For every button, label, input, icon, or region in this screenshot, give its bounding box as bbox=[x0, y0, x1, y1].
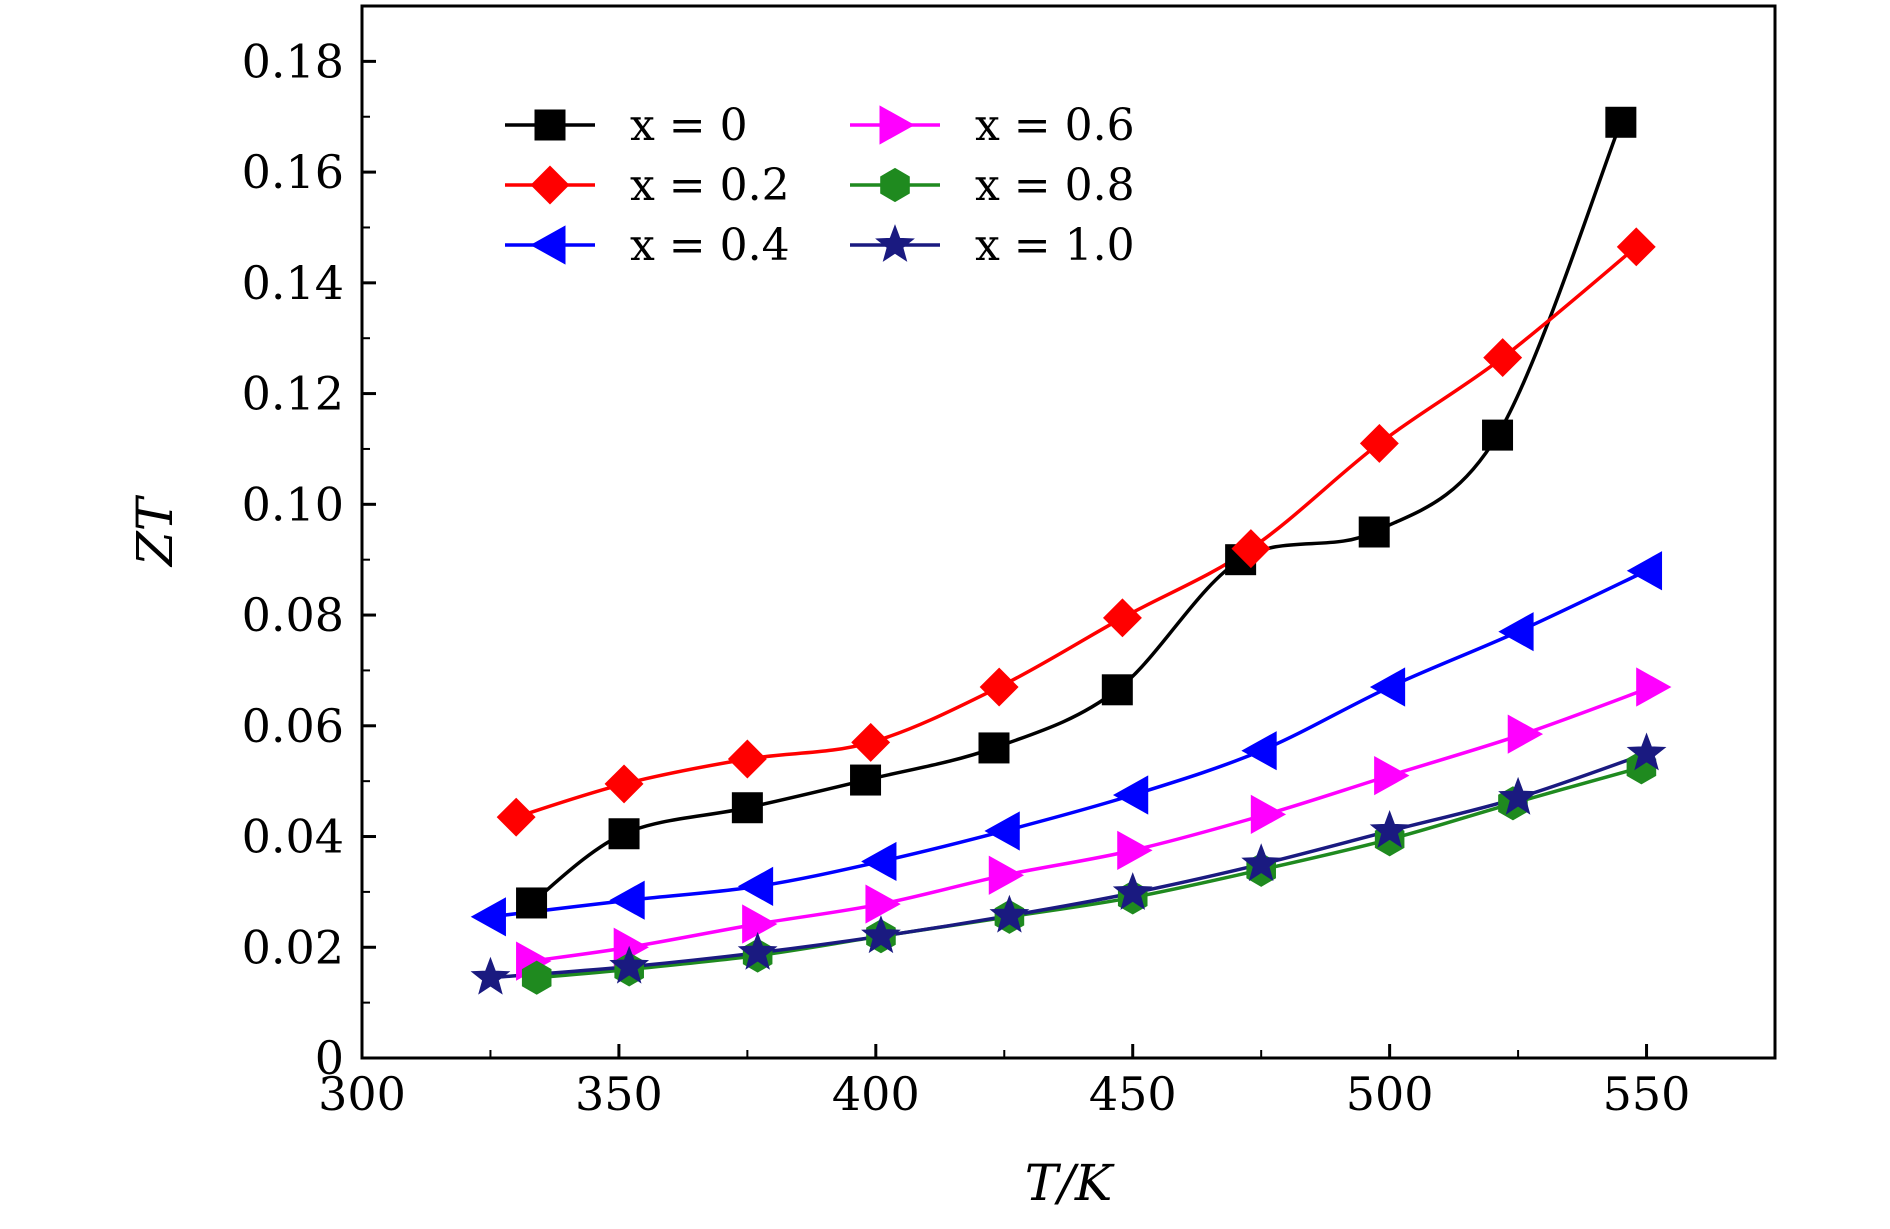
x-tick-label: 400 bbox=[832, 1067, 920, 1121]
data-point-series-1 bbox=[1483, 338, 1523, 378]
y-tick-label: 0.04 bbox=[242, 810, 344, 864]
data-point-series-3 bbox=[1117, 830, 1153, 870]
legend-marker bbox=[880, 167, 910, 203]
y-tick-label: 0.06 bbox=[242, 699, 344, 753]
y-tick-label: 0.18 bbox=[242, 34, 344, 88]
data-point-series-3 bbox=[988, 855, 1025, 895]
y-tick-label: 0 bbox=[315, 1031, 344, 1085]
legend-item: x = 0.8 bbox=[850, 160, 1135, 211]
legend-marker bbox=[879, 105, 915, 145]
series-line-2 bbox=[490, 569, 1648, 919]
legend-marker bbox=[530, 165, 570, 205]
data-point-series-0 bbox=[1482, 419, 1514, 451]
data-point-series-2 bbox=[737, 866, 774, 906]
data-point-series-2 bbox=[861, 841, 897, 882]
data-point-series-5 bbox=[1241, 843, 1282, 882]
x-tick-label: 550 bbox=[1603, 1067, 1691, 1121]
data-point-series-1 bbox=[604, 764, 644, 804]
data-point-series-0 bbox=[516, 887, 548, 919]
data-point-series-0 bbox=[850, 764, 882, 796]
legend-label: x = 0.6 bbox=[975, 100, 1135, 151]
data-point-series-5 bbox=[609, 945, 650, 984]
x-tick-label: 350 bbox=[575, 1067, 663, 1121]
data-point-series-5 bbox=[989, 894, 1030, 933]
y-axis-title: ZT bbox=[126, 494, 184, 568]
series-line-5 bbox=[490, 751, 1648, 980]
data-point-series-5 bbox=[1369, 810, 1410, 848]
data-point-series-5 bbox=[1498, 776, 1538, 815]
data-point-series-2 bbox=[1241, 731, 1277, 771]
data-point-series-1 bbox=[979, 667, 1019, 707]
y-tick-label: 0.08 bbox=[242, 588, 344, 642]
legend-label: x = 0.2 bbox=[630, 160, 790, 211]
data-point-series-3 bbox=[1250, 794, 1287, 834]
legend-label: x = 0 bbox=[630, 100, 748, 151]
legend-item: x = 0.4 bbox=[505, 220, 790, 271]
data-point-series-5 bbox=[470, 956, 511, 995]
legend: x = 0 x = 0.2 x = 0.4 x = 0.6 x = 0.8 x = 1.0 bbox=[505, 100, 1135, 271]
data-point-series-2 bbox=[984, 811, 1020, 851]
legend-item: x = 1.0 bbox=[850, 220, 1135, 271]
x-axis-title: T/K bbox=[1025, 1154, 1115, 1212]
legend-item: x = 0.2 bbox=[505, 160, 790, 211]
data-point-series-0 bbox=[978, 732, 1010, 764]
series-line-4 bbox=[536, 765, 1642, 980]
data-point-series-1 bbox=[727, 739, 767, 779]
series-line-1 bbox=[515, 245, 1638, 819]
legend-item: x = 0 bbox=[505, 100, 748, 151]
series-markers bbox=[470, 106, 1672, 995]
data-point-series-1 bbox=[496, 797, 536, 837]
x-tick-label: 450 bbox=[1089, 1067, 1177, 1121]
series-lines bbox=[490, 121, 1653, 980]
x-tick-label: 300 bbox=[318, 1067, 406, 1121]
series-line-3 bbox=[531, 685, 1653, 963]
data-point-series-4 bbox=[521, 960, 552, 995]
y-tick-label: 0.12 bbox=[242, 367, 344, 421]
data-point-series-1 bbox=[851, 722, 891, 762]
data-point-series-1 bbox=[1616, 227, 1656, 267]
data-point-series-0 bbox=[1101, 674, 1133, 706]
data-point-series-3 bbox=[1636, 667, 1672, 707]
data-point-series-2 bbox=[609, 880, 645, 920]
data-point-series-1 bbox=[1231, 529, 1271, 569]
data-point-series-3 bbox=[742, 904, 778, 944]
legend-marker bbox=[530, 225, 566, 265]
data-point-series-0 bbox=[1358, 516, 1390, 548]
data-point-series-2 bbox=[470, 897, 506, 937]
data-point-series-0 bbox=[1605, 106, 1637, 138]
tick-labels: 300 350 400 450 500 550 0 0.02 0.04 0.06 0.08 0.10 0… bbox=[242, 34, 1691, 1121]
plot-frame bbox=[360, 4, 1777, 1060]
data-point-series-5 bbox=[737, 931, 778, 970]
data-point-series-1 bbox=[1102, 598, 1142, 638]
data-point-series-1 bbox=[1359, 423, 1399, 463]
data-point-series-5 bbox=[1626, 732, 1667, 771]
y-tick-label: 0.02 bbox=[242, 920, 344, 974]
data-point-series-3 bbox=[1507, 714, 1544, 754]
y-tick-label: 0.10 bbox=[242, 477, 344, 531]
x-tick-label: 500 bbox=[1346, 1067, 1434, 1121]
y-tick-label: 0.16 bbox=[242, 145, 344, 199]
legend-label: x = 0.4 bbox=[630, 220, 790, 271]
data-point-series-2 bbox=[1626, 551, 1663, 591]
data-point-series-2 bbox=[1369, 667, 1406, 707]
legend-marker bbox=[534, 109, 566, 141]
legend-item: x = 0.6 bbox=[850, 100, 1135, 151]
legend-label: x = 1.0 bbox=[975, 220, 1135, 271]
data-point-series-3 bbox=[865, 884, 901, 924]
data-point-series-5 bbox=[861, 915, 901, 954]
data-point-series-0 bbox=[731, 792, 763, 824]
data-point-series-5 bbox=[1112, 872, 1153, 910]
data-point-series-0 bbox=[608, 818, 640, 850]
legend-label: x = 0.8 bbox=[975, 160, 1135, 211]
data-point-series-3 bbox=[1374, 756, 1410, 796]
y-tick-label: 0.14 bbox=[242, 256, 344, 310]
legend-marker bbox=[875, 224, 915, 262]
data-point-series-2 bbox=[1498, 612, 1534, 652]
data-point-series-2 bbox=[1112, 775, 1149, 815]
